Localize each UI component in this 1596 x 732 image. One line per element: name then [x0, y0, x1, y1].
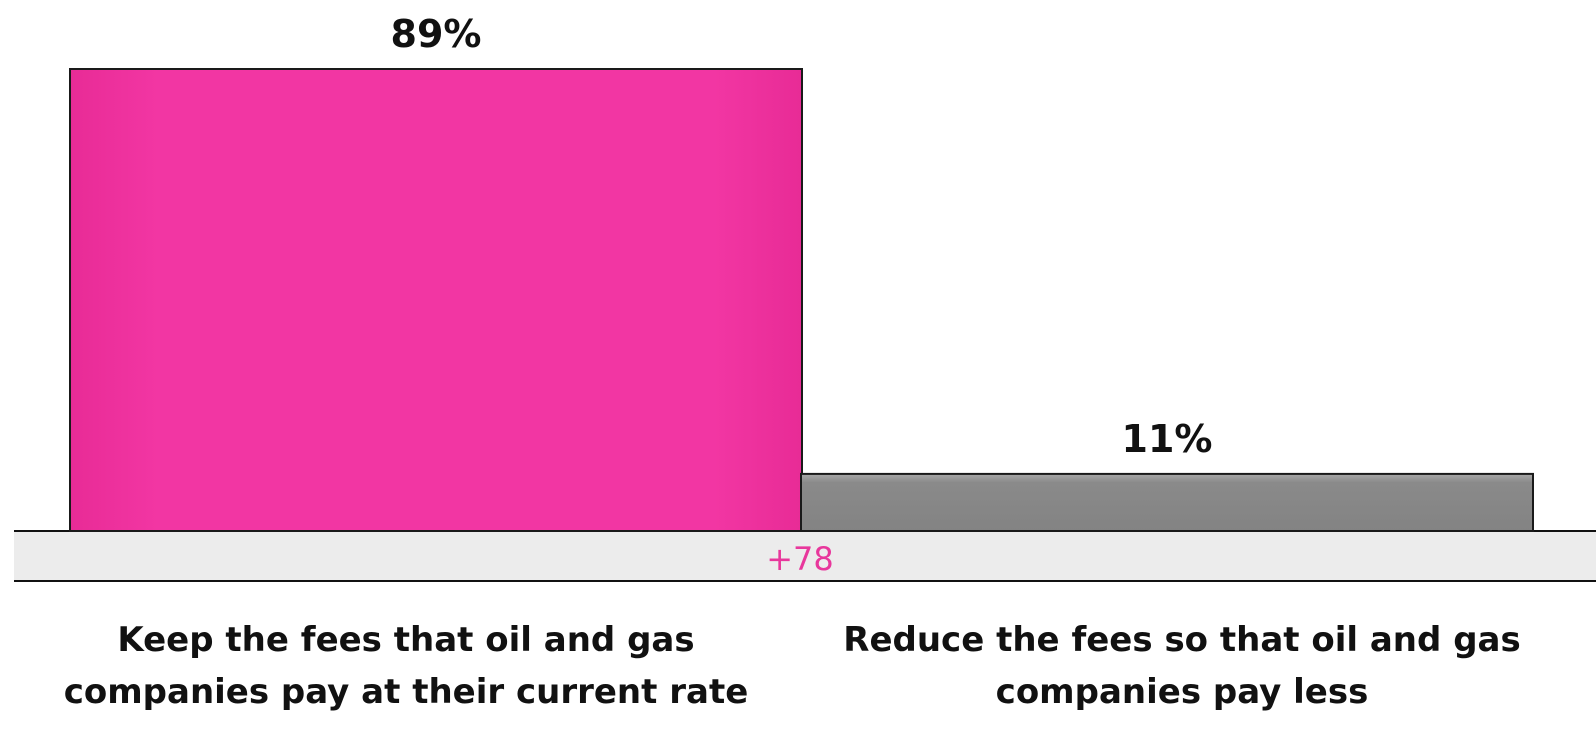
difference-label: +78 [766, 540, 834, 578]
category-label-reduce-fees: Reduce the fees so that oil and gas comp… [843, 620, 1521, 712]
category-label-keep-fees: Keep the fees that oil and gas companies… [63, 620, 749, 712]
bar-keep-fees [69, 68, 803, 532]
data-label-keep-fees: 89% [391, 12, 482, 56]
bar-reduce-fees [800, 472, 1534, 532]
data-label-reduce-fees: 11% [1122, 417, 1213, 461]
difference-band [14, 531, 1596, 581]
